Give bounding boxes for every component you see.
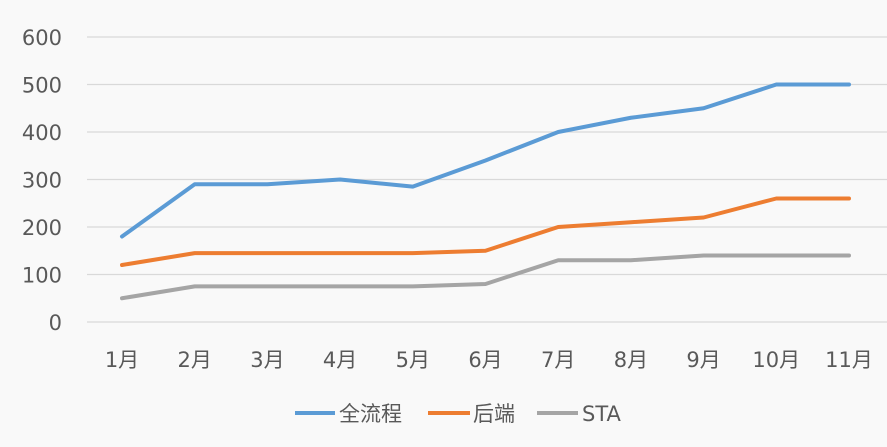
series-line[interactable] [120,196,851,267]
legend-item-full-flow[interactable]: 全流程 [295,402,402,426]
x-tick-label: 11月 [825,348,873,372]
y-axis-labels: 0 100 200 300 400 500 600 [22,26,62,335]
gridlines [87,36,887,323]
series-line[interactable] [120,253,851,301]
y-tick-label: 300 [22,169,62,193]
x-tick-label: 9月 [686,348,720,372]
legend-label-full-flow: 全流程 [339,402,402,426]
y-tick-label: 200 [22,216,62,240]
legend-label-sta: STA [582,402,622,426]
legend: 全流程 后端 STA [295,402,622,426]
y-tick-label: 500 [22,74,62,98]
series-lines [120,82,851,301]
y-tick-label: 400 [22,121,62,145]
legend-label-backend: 后端 [473,402,515,426]
x-tick-label: 5月 [396,348,430,372]
x-tick-label: 7月 [541,348,575,372]
series-line[interactable] [120,82,851,239]
x-tick-label: 10月 [752,348,800,372]
legend-item-sta[interactable]: STA [537,402,622,426]
x-tick-label: 4月 [323,348,357,372]
x-tick-label: 3月 [250,348,284,372]
x-axis-labels: 1月 2月 3月 4月 5月 6月 7月 8月 9月 10月 11月 [105,348,873,372]
x-tick-label: 6月 [468,348,502,372]
y-tick-label: 600 [22,26,62,50]
x-tick-label: 2月 [178,348,212,372]
y-tick-label: 0 [49,311,62,335]
x-tick-label: 8月 [614,348,648,372]
x-tick-label: 1月 [105,348,139,372]
legend-item-backend[interactable]: 后端 [428,402,515,426]
y-tick-label: 100 [22,264,62,288]
